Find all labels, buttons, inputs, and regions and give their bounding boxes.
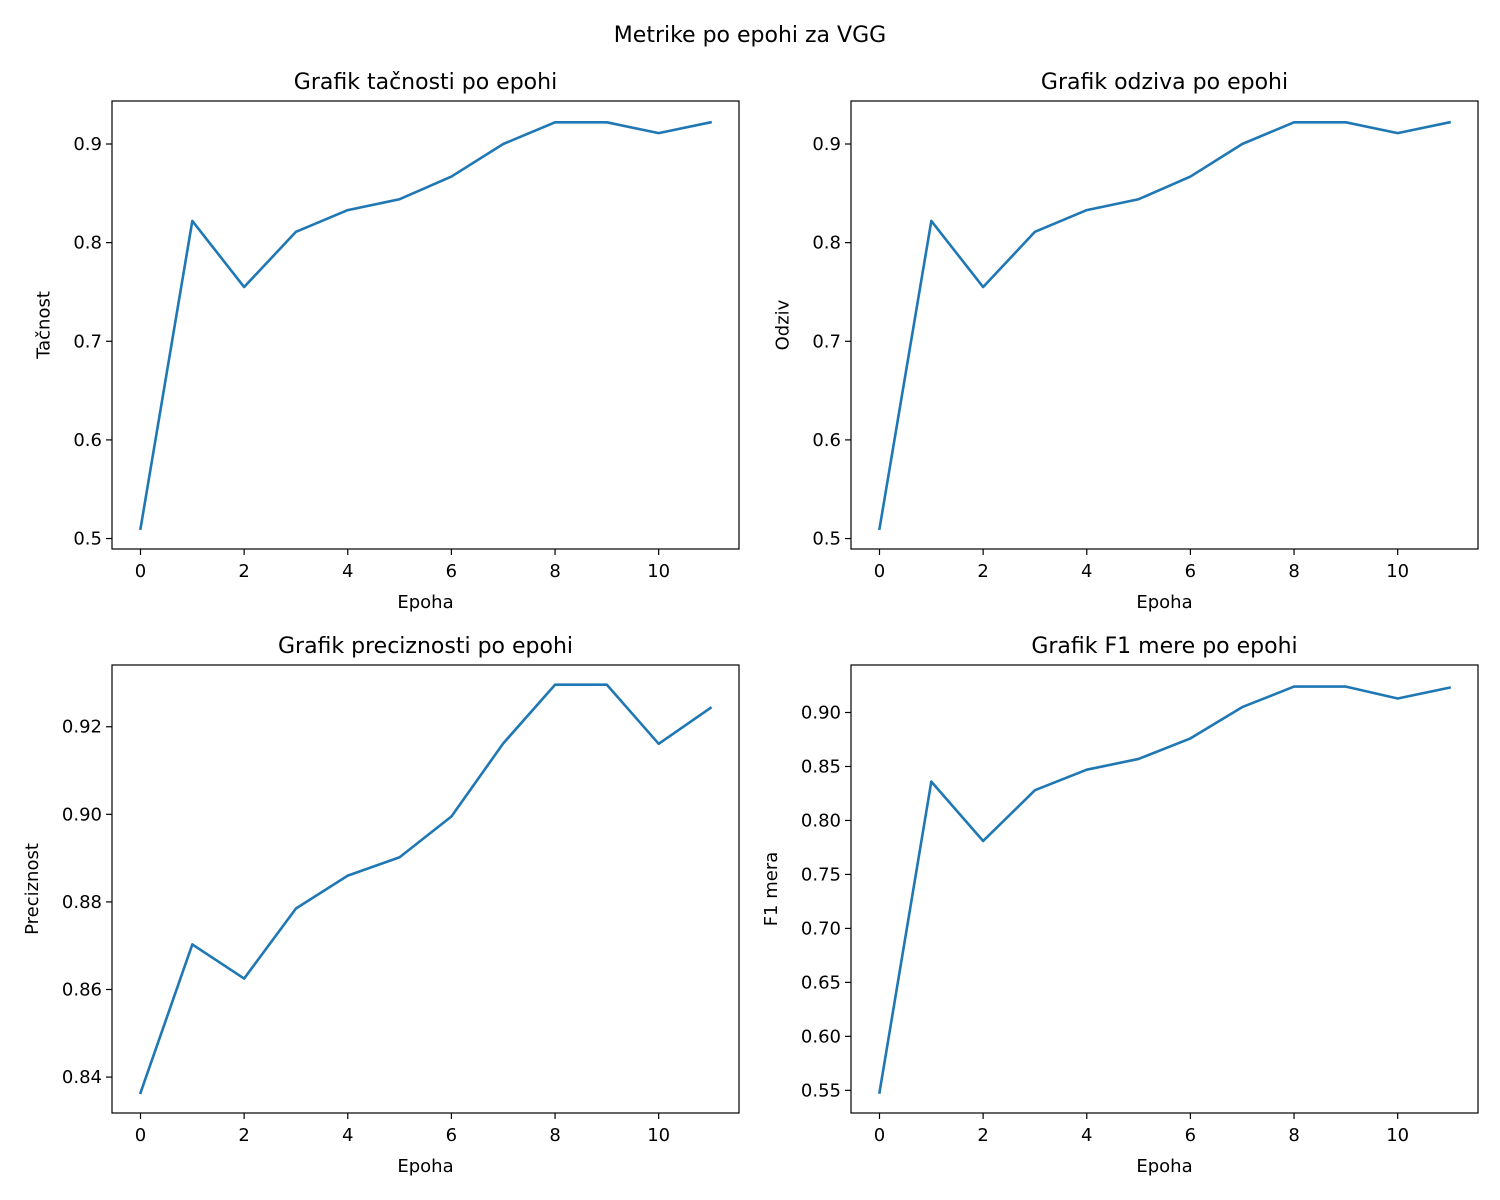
y-tick-label: 0.90: [801, 702, 841, 723]
x-tick-label: 0: [135, 561, 146, 582]
x-tick-label: 6: [1185, 561, 1196, 582]
y-tick-label: 0.8: [73, 233, 102, 254]
series-line: [878, 685, 1452, 1094]
y-tick-label: 0.86: [62, 980, 102, 1001]
y-tick-label: 0.6: [73, 430, 102, 451]
plot-frame: [850, 100, 1479, 550]
x-tick-label: 2: [977, 561, 988, 582]
subplots-grid: Grafik tačnosti po epohi 0 2 4 6 8 10 0.5 0.6 0.7…: [22, 70, 1479, 1177]
y-tick-label: 0.84: [62, 1067, 102, 1088]
x-tick-label: 4: [1081, 1125, 1092, 1146]
y-tick-label: 0.55: [801, 1080, 841, 1101]
y-axis-label: Tačnost: [34, 291, 55, 360]
y-tick-label: 0.85: [801, 756, 841, 777]
x-tick-label: 2: [238, 1125, 249, 1146]
subplot-1: Grafik tačnosti po epohi 0 2 4 6 8 10 0.5 0.6 0.7…: [34, 70, 740, 613]
x-axis-label: Epoha: [397, 592, 453, 613]
x-tick-label: 10: [1386, 1125, 1409, 1146]
x-tick-label: 4: [342, 1125, 353, 1146]
x-tick-label: 0: [135, 1125, 146, 1146]
y-tick-label: 0.9: [812, 134, 841, 155]
y-tick-label: 0.92: [62, 717, 102, 738]
x-axis-label: Epoha: [1136, 592, 1192, 613]
y-tick-label: 0.60: [801, 1026, 841, 1047]
y-tick-label: 0.6: [812, 430, 841, 451]
x-tick-label: 8: [549, 1125, 560, 1146]
series-line: [139, 120, 713, 531]
y-tick-label: 0.65: [801, 972, 841, 993]
x-tick-label: 4: [342, 561, 353, 582]
subplot-3: Grafik preciznosti po epohi 0 2 4 6 8 10 0.84 0.…: [22, 634, 740, 1177]
x-tick-label: 10: [647, 561, 670, 582]
series-line: [138, 683, 713, 1095]
subplot-title: Grafik tačnosti po epohi: [294, 70, 557, 95]
subplot-4: Grafik F1 mere po epohi 0 2 4 6 8 10 0.55 0.60 0.…: [761, 634, 1479, 1177]
subplot-title: Grafik odziva po epohi: [1041, 70, 1288, 95]
y-axis-label: F1 mera: [761, 852, 782, 927]
x-tick-label: 2: [977, 1125, 988, 1146]
x-tick-label: 0: [874, 561, 885, 582]
subplot-title: Grafik preciznosti po epohi: [278, 634, 573, 659]
y-tick-label: 0.5: [73, 529, 102, 550]
x-axis-label: Epoha: [1136, 1156, 1192, 1177]
series-line: [878, 120, 1452, 531]
y-tick-label: 0.70: [801, 918, 841, 939]
subplot-2: Grafik odziva po epohi 0 2 4 6 8 10 0.5 0.6 0.7 0.…: [773, 70, 1479, 613]
y-tick-label: 0.5: [812, 529, 841, 550]
x-tick-label: 4: [1081, 561, 1092, 582]
y-tick-label: 0.8: [812, 233, 841, 254]
y-tick-label: 0.80: [801, 810, 841, 831]
y-tick-label: 0.9: [73, 134, 102, 155]
y-tick-label: 0.75: [801, 864, 841, 885]
x-tick-label: 6: [1185, 1125, 1196, 1146]
x-tick-label: 8: [549, 561, 560, 582]
y-tick-label: 0.88: [62, 892, 102, 913]
x-tick-label: 8: [1288, 1125, 1299, 1146]
x-tick-label: 10: [1386, 561, 1409, 582]
y-axis-label: Preciznost: [22, 843, 43, 935]
plot-frame: [111, 664, 740, 1114]
figure-suptitle: Metrike po epohi za VGG: [614, 23, 886, 48]
plot-frame: [850, 664, 1479, 1114]
subplot-title: Grafik F1 mere po epohi: [1031, 634, 1297, 659]
x-tick-label: 6: [446, 561, 457, 582]
x-tick-label: 8: [1288, 561, 1299, 582]
x-tick-label: 0: [874, 1125, 885, 1146]
plot-frame: [111, 100, 740, 550]
x-tick-label: 2: [238, 561, 249, 582]
x-tick-label: 6: [446, 1125, 457, 1146]
y-tick-label: 0.7: [812, 331, 841, 352]
x-axis-label: Epoha: [397, 1156, 453, 1177]
y-tick-label: 0.90: [62, 804, 102, 825]
x-tick-label: 10: [647, 1125, 670, 1146]
y-axis-label: Odziv: [773, 299, 794, 350]
y-tick-label: 0.7: [73, 331, 102, 352]
